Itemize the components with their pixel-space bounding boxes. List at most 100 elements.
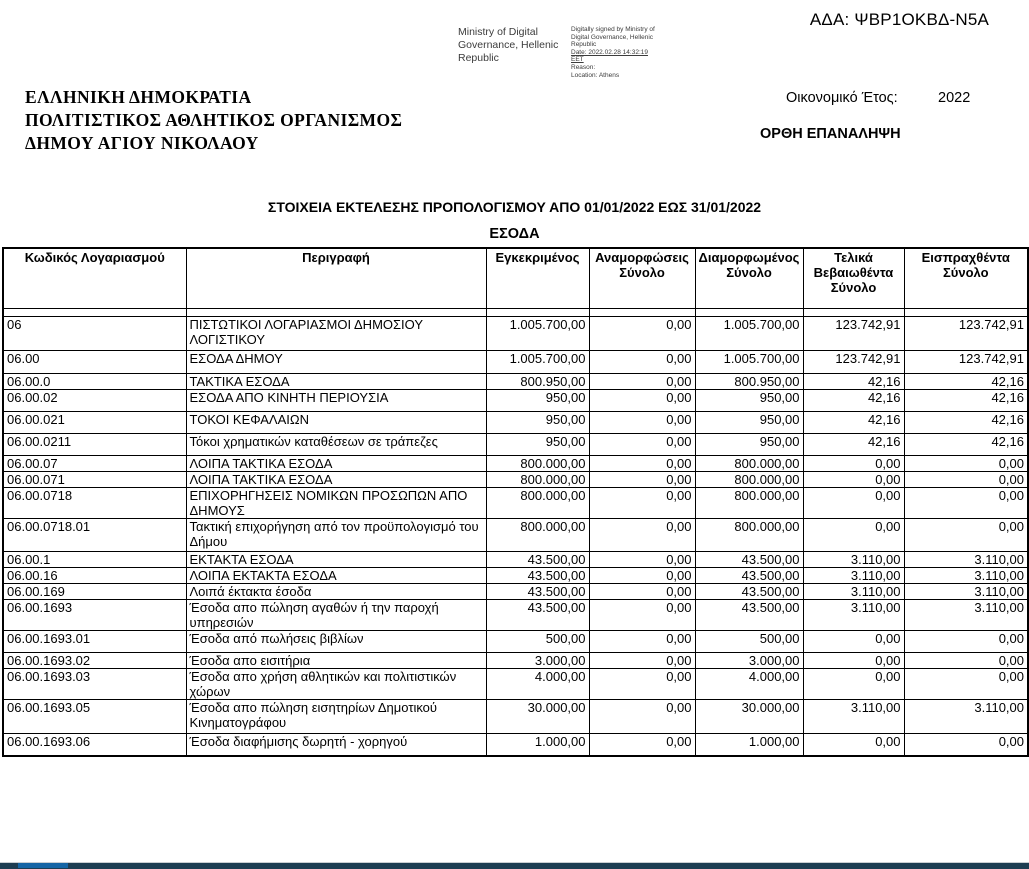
table-row: 06.00.1693.03 Έσοδα απο χρήση αθλητικών κ… [2, 668, 1029, 700]
amount-cell: 3.110,00 [802, 567, 905, 584]
amount-cell: 0,00 [588, 668, 696, 700]
ada-code: ΑΔΑ: ΨΒΡ1ΟΚΒΔ-Ν5Α [809, 10, 990, 29]
amount-cell: 42,16 [802, 373, 905, 390]
description-cell: ΕΣΟΔΑ ΑΠΟ ΚΙΝΗΤΗ ΠΕΡΙΟΥΣΙΑ [185, 389, 487, 412]
amount-cell: 0,00 [903, 487, 1029, 519]
amount-cell: 800.950,00 [485, 373, 590, 390]
account-code-cell: 06.00.0718 [2, 487, 187, 519]
table-row: 06.00.1693.02 Έσοδα απο εισιτήρια 3.000,00… [2, 652, 1029, 669]
amount-cell: 30.000,00 [485, 699, 590, 734]
table-row: 06.00.0718 ΕΠΙΧΟΡΗΓΗΣΕΙΣ ΝΟΜΙΚΩΝ ΠΡΟΣΩΠΩΝ… [2, 487, 1029, 519]
amount-cell: 43.500,00 [485, 551, 590, 568]
amount-cell: 0,00 [588, 599, 696, 631]
account-code-cell: 06.00.16 [2, 567, 187, 584]
amount-cell: 0,00 [588, 471, 696, 488]
spacer-cell [185, 308, 487, 317]
table-row: 06.00 ΕΣΟΔΑ ΔΗΜΟΥ 1.005.700,00 0,00 1.005.70… [2, 350, 1029, 374]
amount-cell: 0,00 [802, 471, 905, 488]
amount-cell: 0,00 [588, 518, 696, 552]
amount-cell: 0,00 [588, 455, 696, 472]
table-row: 06.00.1693.01 Έσοδα από πωλήσεις βιβλίων 5… [2, 630, 1029, 653]
amount-cell: 800.000,00 [694, 518, 804, 552]
amount-cell: 0,00 [588, 389, 696, 412]
table-row: 06.00.1 ΕΚΤΑΚΤΑ ΕΣΟΔΑ 43.500,00 0,00 43.500,… [2, 551, 1029, 568]
amount-cell: 3.110,00 [903, 551, 1029, 568]
account-code-cell: 06.00.1 [2, 551, 187, 568]
amount-cell: 800.000,00 [694, 487, 804, 519]
description-cell: ΕΣΟΔΑ ΔΗΜΟΥ [185, 350, 487, 374]
amount-cell: 123.742,91 [802, 316, 905, 351]
amount-cell: 950,00 [485, 389, 590, 412]
table-row: 06.00.169 Λοιπά έκτακτα έσοδα 43.500,00 0,0… [2, 583, 1029, 600]
amount-cell: 0,00 [588, 652, 696, 669]
table-body: 06 ΠΙΣΤΩΤΙΚΟΙ ΛΟΓΑΡΙΑΣΜΟΙ ΔΗΜΟΣΙΟΥ ΛΟΓΙΣΤ… [2, 308, 1029, 756]
amount-cell: 0,00 [802, 630, 905, 653]
amount-cell: 43.500,00 [485, 599, 590, 631]
amount-cell: 43.500,00 [485, 583, 590, 600]
digital-signature-block: Ministry of Digital Governance, Hellenic… [458, 26, 659, 79]
amount-cell: 0,00 [588, 630, 696, 653]
amount-cell: 4.000,00 [485, 668, 590, 700]
amount-cell: 43.500,00 [694, 567, 804, 584]
amount-cell: 800.000,00 [694, 471, 804, 488]
column-header: Τελικά Βεβαιωθέντα Σύνολο [802, 247, 905, 309]
signature-signer: Ministry of Digital Governance, Hellenic… [458, 26, 559, 64]
header-row: Κωδικός Λογαριασμού Περιγραφή Εγκεκριμένος… [2, 247, 1029, 309]
amount-cell: 0,00 [588, 733, 696, 756]
account-code-cell: 06.00 [2, 350, 187, 374]
account-code-cell: 06.00.0211 [2, 433, 187, 456]
description-cell: ΕΠΙΧΟΡΗΓΗΣΕΙΣ ΝΟΜΙΚΩΝ ΠΡΟΣΩΠΩΝ ΑΠΟ ΔΗΜΟΥ… [185, 487, 487, 519]
account-code-cell: 06.00.1693 [2, 599, 187, 631]
account-code-cell: 06.00.1693.02 [2, 652, 187, 669]
table-row: 06.00.0 ΤΑΚΤΙΚΑ ΕΣΟΔΑ 800.950,00 0,00 800.95… [2, 373, 1029, 390]
amount-cell: 4.000,00 [694, 668, 804, 700]
description-cell: ΛΟΙΠΑ ΤΑΚΤΙΚΑ ΕΣΟΔΑ [185, 455, 487, 472]
amount-cell: 42,16 [903, 433, 1029, 456]
section-title: ΕΣΟΔΑ [489, 226, 540, 242]
amount-cell: 3.110,00 [802, 599, 905, 631]
description-cell: ΕΚΤΑΚΤΑ ΕΣΟΔΑ [185, 551, 487, 568]
amount-cell: 42,16 [802, 411, 905, 434]
amount-cell: 0,00 [588, 373, 696, 390]
account-code-cell: 06.00.071 [2, 471, 187, 488]
amount-cell: 0,00 [802, 733, 905, 756]
amount-cell: 1.005.700,00 [694, 350, 804, 374]
amount-cell: 0,00 [588, 567, 696, 584]
column-header: Εγκεκριμένος [485, 247, 590, 309]
amount-cell: 123.742,91 [903, 316, 1029, 351]
description-cell: ΠΙΣΤΩΤΙΚΟΙ ΛΟΓΑΡΙΑΣΜΟΙ ΔΗΜΟΣΙΟΥ ΛΟΓΙΣΤΙΚ… [185, 316, 487, 351]
description-cell: ΛΟΙΠΑ ΤΑΚΤΙΚΑ ΕΣΟΔΑ [185, 471, 487, 488]
amount-cell: 3.110,00 [802, 583, 905, 600]
amount-cell: 123.742,91 [802, 350, 905, 374]
amount-cell: 950,00 [694, 433, 804, 456]
fiscal-year-label: Οικονομικό Έτος: [786, 90, 898, 106]
amount-cell: 1.005.700,00 [485, 316, 590, 351]
spacer-row [2, 308, 1029, 317]
column-header: Εισπραχθέντα Σύνολο [903, 247, 1029, 309]
spacer-cell [802, 308, 905, 317]
amount-cell: 800.000,00 [485, 455, 590, 472]
amount-cell: 43.500,00 [694, 551, 804, 568]
description-cell: Έσοδα διαφήμισης δωρητή - χορηγού [185, 733, 487, 756]
account-code-cell: 06.00.1693.05 [2, 699, 187, 734]
amount-cell: 0,00 [588, 487, 696, 519]
amount-cell: 950,00 [485, 433, 590, 456]
amount-cell: 43.500,00 [694, 599, 804, 631]
amount-cell: 800.000,00 [485, 471, 590, 488]
table-row: 06.00.021 ΤΟΚΟΙ ΚΕΦΑΛΑΙΩΝ 950,00 0,00 950,00… [2, 411, 1029, 434]
amount-cell: 30.000,00 [694, 699, 804, 734]
amount-cell: 0,00 [588, 433, 696, 456]
account-code-cell: 06.00.1693.03 [2, 668, 187, 700]
organisation-block: ΕΛΛΗΝΙΚΗ ΔΗΜΟΚΡΑΤΙΑ ΠΟΛΙΤΙΣΤΙΚΟΣ ΑΘΛΗΤΙΚ… [25, 86, 402, 155]
amount-cell: 800.000,00 [694, 455, 804, 472]
signature-details: Digitally signed by Ministry of Digital … [571, 26, 659, 79]
taskbar-edge [0, 862, 1029, 869]
spacer-cell [694, 308, 804, 317]
description-cell: Έσοδα απο εισιτήρια [185, 652, 487, 669]
column-header: Αναμορφώσεις Σύνολο [588, 247, 696, 309]
description-cell: Έσοδα απο πώληση αγαθών ή την παροχή υπη… [185, 599, 487, 631]
amount-cell: 43.500,00 [485, 567, 590, 584]
amount-cell: 42,16 [903, 411, 1029, 434]
amount-cell: 950,00 [485, 411, 590, 434]
amount-cell: 0,00 [802, 668, 905, 700]
